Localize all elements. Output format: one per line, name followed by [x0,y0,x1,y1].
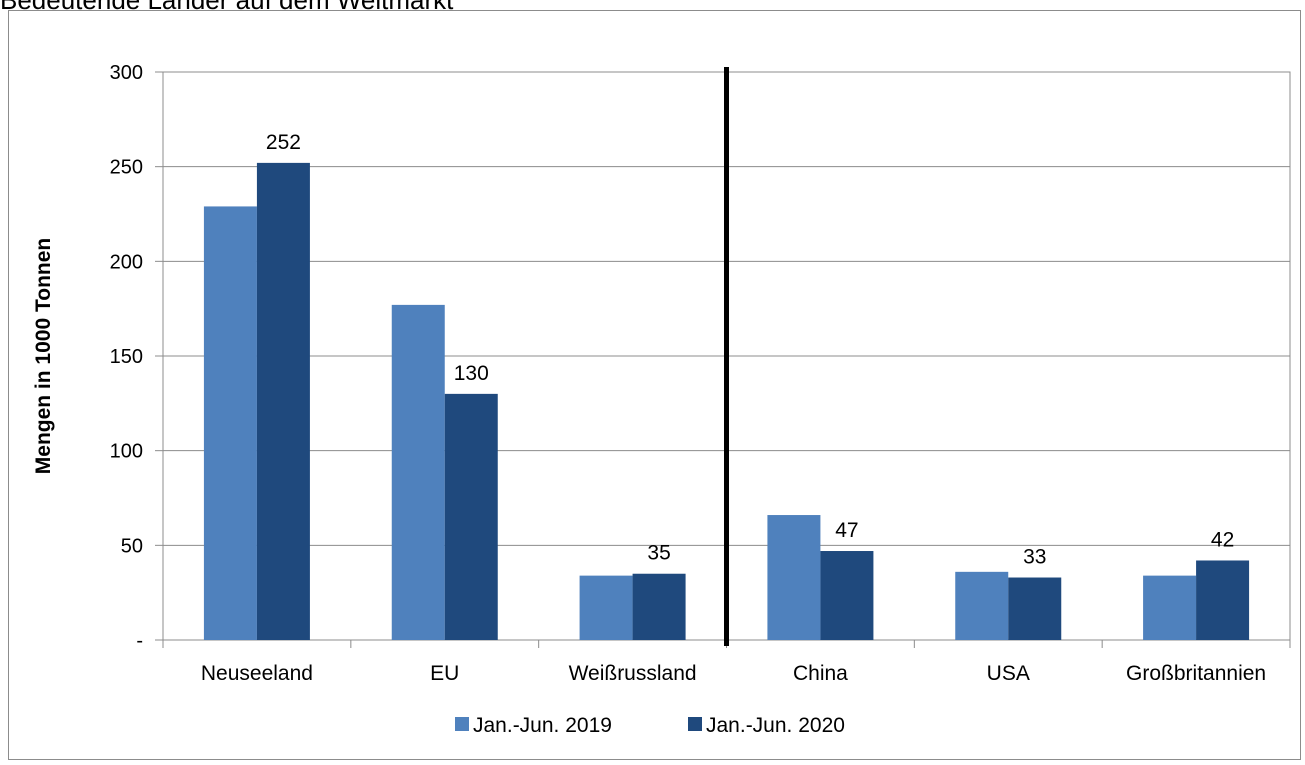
data-label: 252 [266,131,301,154]
y-tick-label: 300 [110,62,143,84]
data-label: 42 [1211,528,1234,551]
data-label: 47 [835,519,858,542]
bar-2 [820,551,874,640]
chart-title: Bedeutende Länder auf dem Weltmarkt [0,0,454,15]
y-tick-label: 250 [110,157,143,179]
bar-1 [1143,575,1197,640]
bar-1 [579,575,633,640]
bar-2 [444,393,498,640]
y-tick-label: 100 [110,441,143,463]
y-tick-label: 150 [110,346,143,368]
x-tick-label: USA [987,662,1030,685]
data-label: 35 [647,542,670,565]
x-tick-label: Großbritannien [1126,662,1266,685]
bar-1 [955,571,1009,640]
y-axis-label: Mengen in 1000 Tonnen [32,238,55,474]
data-label: 130 [454,362,489,385]
x-tick-label: EU [430,662,459,685]
bar-2 [632,573,686,640]
y-tick-label: - [136,630,143,652]
legend-swatch-2 [688,717,702,731]
x-tick-label: Neuseeland [201,662,313,685]
y-tick-label: 50 [121,535,143,557]
x-tick-label: China [793,662,848,685]
bar-1 [767,515,821,640]
bar-2 [1008,577,1062,640]
bar-1 [203,206,257,640]
bar-2 [1196,560,1250,640]
y-tick-label: 200 [110,251,143,273]
legend-label: Jan.-Jun. 2019 [473,714,612,737]
chart-frame [8,10,1301,760]
bar-1 [391,304,445,640]
legend-swatch-1 [455,717,469,731]
data-label: 33 [1023,546,1046,569]
legend-label: Jan.-Jun. 2020 [706,714,845,737]
x-tick-label: Weißrussland [569,662,697,685]
bar-2 [256,162,310,640]
